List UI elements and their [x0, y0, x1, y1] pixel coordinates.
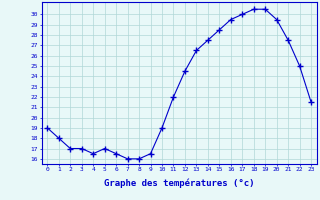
X-axis label: Graphe des températures (°c): Graphe des températures (°c) — [104, 178, 254, 188]
